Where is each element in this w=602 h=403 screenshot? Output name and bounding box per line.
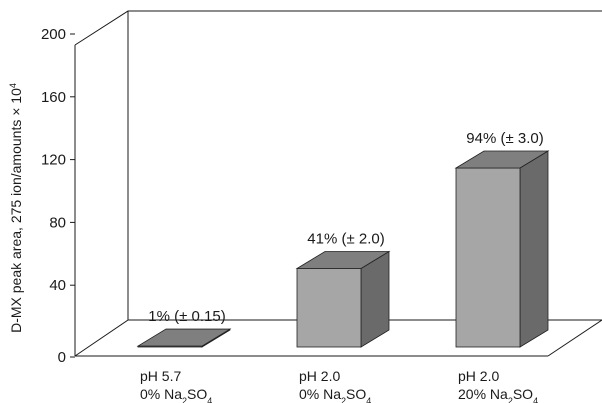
data-labels: 1% (± 0.15) 41% (± 2.0) 94% (± 3.0) bbox=[148, 130, 543, 325]
category-label-line2: 0% Na2SO4 bbox=[140, 386, 212, 403]
floor-left-edge bbox=[74, 319, 129, 357]
category-label-line1: pH 2.0 bbox=[299, 368, 340, 384]
bars bbox=[136, 150, 550, 348]
y-tick-label: 120 bbox=[41, 152, 66, 169]
bar-value-label: 1% (± 0.15) bbox=[148, 308, 225, 325]
bar-value-label: 94% (± 3.0) bbox=[466, 130, 543, 147]
bar-front-face bbox=[455, 167, 521, 348]
category-label-line1: pH 2.0 bbox=[458, 368, 499, 384]
y-axis-title: D-MX peak area, 275 ion/amounts × 104 bbox=[8, 83, 24, 333]
back-wall-top bbox=[74, 10, 602, 46]
bar-top-face bbox=[454, 150, 550, 169]
y-tick-label: 200 bbox=[41, 26, 66, 43]
y-tick-label: 80 bbox=[49, 214, 66, 231]
category-labels: pH 5.7 0% Na2SO4 pH 2.0 0% Na2SO4 pH 2.0 20% … bbox=[140, 368, 538, 403]
bar-value-label: 41% (± 2.0) bbox=[307, 231, 384, 248]
y-ticks: 0 40 80 120 160 200 bbox=[41, 26, 75, 366]
bar bbox=[295, 250, 391, 348]
bar bbox=[136, 328, 232, 348]
y-tick-label: 40 bbox=[49, 277, 66, 294]
category-label-line2: 0% Na2SO4 bbox=[299, 386, 371, 403]
category-label-line1: pH 5.7 bbox=[140, 368, 181, 384]
bar-top-face bbox=[136, 328, 232, 347]
bar-front-face bbox=[296, 268, 362, 348]
floor-right-edge bbox=[547, 319, 602, 357]
y-tick-label: 160 bbox=[41, 89, 66, 106]
y-tick-label: 0 bbox=[58, 349, 66, 366]
bar bbox=[454, 150, 550, 348]
category-label-line2: 20% Na2SO4 bbox=[458, 386, 538, 403]
bar-side-face bbox=[519, 150, 549, 348]
bar-top-face bbox=[295, 251, 391, 269]
